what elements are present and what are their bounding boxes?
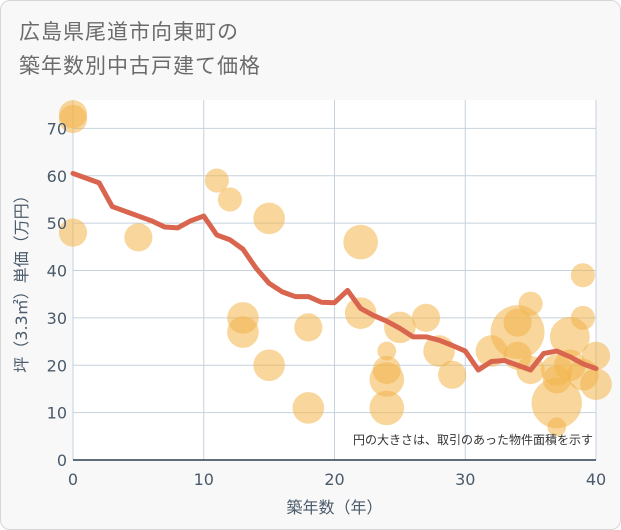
- data-bubble: [581, 341, 611, 370]
- data-bubble: [58, 104, 88, 134]
- data-bubble: [369, 390, 405, 426]
- chart-title-line1: 広島県尾道市向東町の: [19, 20, 239, 44]
- y-axis-label: 坪（3.3㎡）単価（万円）: [12, 187, 31, 372]
- data-bubble: [217, 187, 242, 212]
- y-tick-label: 10: [47, 404, 67, 423]
- data-bubble: [438, 360, 467, 389]
- data-bubble: [343, 224, 378, 260]
- x-tick-label: 30: [455, 470, 475, 489]
- data-bubble: [204, 168, 229, 193]
- data-bubble: [344, 297, 377, 329]
- y-tick-label: 50: [47, 214, 67, 233]
- data-bubble: [227, 316, 259, 348]
- y-tick-label: 30: [47, 309, 67, 328]
- x-axis-ticks: 0 10 20 30 40: [68, 470, 606, 489]
- y-tick-label: 40: [47, 262, 67, 281]
- data-bubble: [58, 218, 88, 247]
- chart-title-line2: 築年数別中古戸建て価格: [19, 54, 261, 78]
- bubble-size-note: 円の大きさは、取引のあった物件面積を示す: [353, 432, 593, 447]
- y-tick-label: 60: [47, 167, 67, 186]
- y-axis-ticks: 0 10 20 30 40 50 60 70: [47, 119, 67, 470]
- average-price-line: [70, 170, 599, 373]
- y-tick-label: 20: [47, 356, 67, 375]
- data-bubble: [570, 263, 595, 288]
- x-tick-label: 0: [68, 470, 78, 489]
- x-tick-label: 20: [324, 470, 344, 489]
- data-bubble: [253, 202, 285, 235]
- data-bubble: [531, 377, 582, 429]
- data-bubble: [547, 417, 567, 437]
- data-bubble: [503, 308, 532, 337]
- y-tick-label: 0: [57, 451, 67, 470]
- data-bubble: [292, 392, 325, 424]
- chart-title: 広島県尾道市向東町の 築年数別中古戸建て価格: [19, 15, 261, 83]
- data-bubble: [570, 305, 595, 330]
- x-tick-label: 10: [194, 470, 214, 489]
- data-bubble: [377, 341, 397, 361]
- x-axis-label: 築年数（年）: [286, 498, 382, 517]
- data-bubble: [124, 223, 153, 252]
- data-bubble: [369, 362, 405, 397]
- data-bubble: [294, 313, 323, 342]
- data-bubble: [518, 291, 543, 316]
- x-tick-label: 40: [586, 470, 606, 489]
- y-tick-label: 70: [47, 119, 67, 138]
- data-bubble: [580, 368, 612, 401]
- data-bubble: [411, 303, 441, 332]
- data-bubble: [253, 349, 285, 382]
- bubble-layer: [58, 100, 612, 437]
